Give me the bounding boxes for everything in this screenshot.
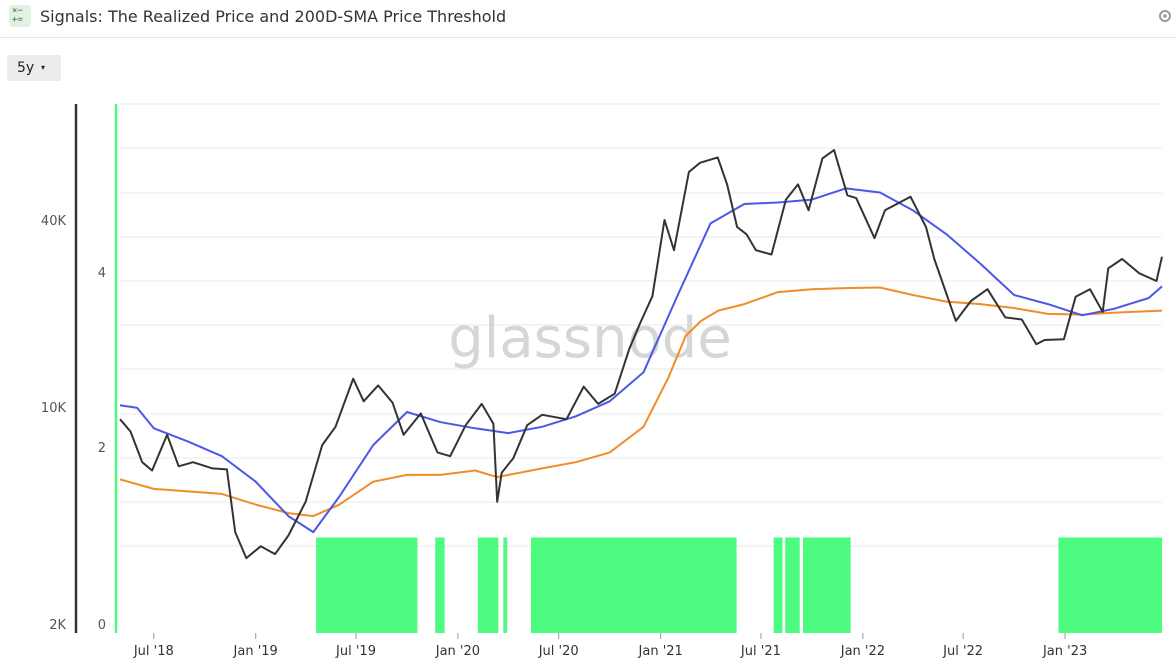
y-tick-label: 2K	[49, 618, 66, 633]
y-tick-label: 40K	[40, 214, 66, 229]
y-tick-label: 10K	[40, 401, 66, 416]
signal-bar	[531, 537, 737, 633]
signal-bar	[316, 537, 418, 633]
signal-bar	[503, 537, 508, 633]
signal-tick-label: 4	[97, 266, 106, 281]
range-label: 5y	[17, 60, 35, 76]
x-tick-label: Jul '18	[133, 644, 174, 659]
signal-tick-label: 2	[97, 441, 106, 456]
x-tick-label: Jan '20	[435, 644, 481, 659]
signal-bar	[785, 537, 800, 633]
x-tick-marks	[153, 633, 1066, 639]
x-tick-label: Jan '21	[638, 644, 683, 659]
sma200-line	[119, 187, 1163, 534]
signal-bar	[803, 537, 851, 633]
settings-icon[interactable]	[1157, 8, 1173, 24]
signal-bar	[1058, 537, 1162, 633]
signal-bar	[773, 537, 783, 633]
watermark: glassnode	[448, 306, 732, 371]
page-title: Signals: The Realized Price and 200D-SMA…	[40, 7, 507, 26]
signal-bar	[477, 537, 499, 633]
x-tick-label: Jul '21	[740, 644, 781, 659]
price-line	[119, 149, 1163, 560]
x-tick-label: Jul '22	[943, 644, 984, 659]
x-tick-label: Jul '20	[538, 644, 579, 659]
chart-header: ×− += Signals: The Realized Price and 20…	[0, 0, 1176, 38]
realized-line	[119, 286, 1163, 518]
x-tick-label: Jul '19	[336, 644, 376, 659]
signal-tick-label: 0	[97, 618, 106, 633]
x-tick-label: Jan '19	[233, 644, 278, 659]
series-lines	[119, 149, 1163, 560]
signal-bars	[316, 537, 1162, 633]
x-tick-label: Jan '22	[840, 644, 886, 659]
x-tick-label: Jan '23	[1042, 644, 1088, 659]
chevron-down-icon: ▾	[41, 63, 46, 72]
calculator-icon: ×− +=	[9, 5, 31, 27]
signal-bar	[435, 537, 445, 633]
range-dropdown[interactable]: 5y ▾	[7, 55, 61, 81]
